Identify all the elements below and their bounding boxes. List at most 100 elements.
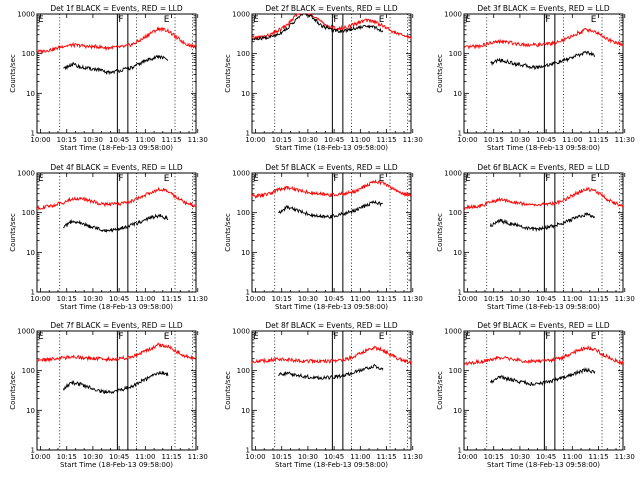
flag-label: E xyxy=(379,332,385,342)
y-tick-label: 10 xyxy=(241,90,250,98)
y-axis-label: Counts/sec xyxy=(9,213,17,252)
y-tick-label: 100 xyxy=(449,50,462,58)
y-tick-label: 100 xyxy=(22,50,35,58)
x-axis-label: Start Time (18-Feb-13 09:58:00) xyxy=(487,461,600,469)
y-tick-label: 1000 xyxy=(232,11,250,19)
lld-series-line xyxy=(36,342,197,363)
flag-label: E xyxy=(164,174,170,184)
flag-label: E xyxy=(164,15,170,25)
x-tick-label: 11:00 xyxy=(135,295,155,303)
x-tick-label: 10:15 xyxy=(484,295,504,303)
x-tick-label: 10:15 xyxy=(484,453,504,461)
y-tick-label: 100 xyxy=(237,367,250,375)
x-tick-label: 10:15 xyxy=(272,136,292,144)
y-tick-label: 1 xyxy=(246,289,250,297)
y-tick-label: 1 xyxy=(458,447,462,455)
panel-title: Det 3f BLACK = Events, RED = LLD xyxy=(477,4,610,13)
x-tick-label: 11:15 xyxy=(161,295,181,303)
x-tick-label: 11:30 xyxy=(615,136,635,144)
y-axis-label: Counts/sec xyxy=(9,371,17,410)
plot-frame xyxy=(251,13,412,134)
flag-label: E xyxy=(591,332,597,342)
y-tick-label: 10 xyxy=(241,407,250,415)
panel-title: Det 6f BLACK = Events, RED = LLD xyxy=(477,163,610,172)
events-series-line xyxy=(251,12,384,41)
y-tick-label: 10 xyxy=(453,249,462,257)
x-tick-label: 10:15 xyxy=(57,136,77,144)
y-tick-label: 1 xyxy=(246,130,250,138)
x-tick-label: 11:30 xyxy=(188,136,208,144)
x-tick-label: 10:00 xyxy=(245,453,265,461)
plot-frame xyxy=(463,330,624,451)
x-tick-label: 10:30 xyxy=(510,136,530,144)
plot-frame xyxy=(36,330,197,451)
x-tick-label: 10:00 xyxy=(457,136,477,144)
flag-label: F xyxy=(545,332,550,342)
flag-label: E xyxy=(253,332,259,342)
x-axis-label: Start Time (18-Feb-13 09:58:00) xyxy=(60,144,173,152)
y-tick-label: 10 xyxy=(26,90,35,98)
x-tick-label: 11:30 xyxy=(403,295,423,303)
lld-series-line xyxy=(463,27,624,50)
x-tick-label: 11:30 xyxy=(403,136,423,144)
events-series-line xyxy=(63,54,169,76)
lld-series-line xyxy=(251,13,412,41)
x-tick-label: 10:30 xyxy=(510,453,530,461)
panel-title: Det 8f BLACK = Events, RED = LLD xyxy=(265,321,398,330)
x-tick-label: 10:15 xyxy=(57,295,77,303)
x-tick-label: 10:30 xyxy=(510,295,530,303)
y-tick-label: 1000 xyxy=(17,11,35,19)
flag-label: F xyxy=(333,15,338,25)
y-axis-label: Counts/sec xyxy=(436,213,444,252)
panel-title: Det 5f BLACK = Events, RED = LLD xyxy=(265,163,398,172)
plot-frame xyxy=(463,172,624,293)
x-tick-label: 11:15 xyxy=(376,136,396,144)
y-tick-label: 10 xyxy=(241,249,250,257)
flag-label: E xyxy=(379,174,385,184)
y-tick-label: 1000 xyxy=(17,328,35,336)
panel-title: Det 2f BLACK = Events, RED = LLD xyxy=(265,4,398,13)
y-tick-label: 1 xyxy=(31,130,35,138)
panel-det-4: Det 4f BLACK = Events, RED = LLD 1 10 100 10… xyxy=(9,163,208,311)
events-series-line xyxy=(62,371,169,395)
y-axis-label: Counts/sec xyxy=(436,54,444,93)
events-series-line xyxy=(278,363,384,381)
y-tick-label: 100 xyxy=(449,209,462,217)
x-tick-label: 11:00 xyxy=(135,136,155,144)
flag-label: E xyxy=(164,332,170,342)
panel-det-5: Det 5f BLACK = Events, RED = LLD 1 10 100 10… xyxy=(224,163,423,311)
x-tick-label: 10:45 xyxy=(536,136,556,144)
x-tick-label: 10:00 xyxy=(30,453,50,461)
x-tick-label: 10:00 xyxy=(457,295,477,303)
y-axis-label: Counts/sec xyxy=(9,54,17,93)
x-axis-label: Start Time (18-Feb-13 09:58:00) xyxy=(60,303,173,311)
x-axis-label: Start Time (18-Feb-13 09:58:00) xyxy=(275,144,388,152)
flag-label: E xyxy=(379,15,385,25)
flag-label: E xyxy=(38,15,44,25)
panel-det-6: Det 6f BLACK = Events, RED = LLD 1 10 100 10… xyxy=(436,163,635,311)
x-axis-label: Start Time (18-Feb-13 09:58:00) xyxy=(60,461,173,469)
x-tick-label: 11:00 xyxy=(350,295,370,303)
plot-frame xyxy=(463,13,624,134)
flag-label: E xyxy=(253,15,259,25)
x-tick-label: 11:30 xyxy=(615,295,635,303)
panel-title: Det 1f BLACK = Events, RED = LLD xyxy=(50,4,183,13)
x-axis-label: Start Time (18-Feb-13 09:58:00) xyxy=(275,461,388,469)
x-tick-label: 11:00 xyxy=(562,136,582,144)
y-tick-label: 10 xyxy=(26,407,35,415)
panel-title: Det 4f BLACK = Events, RED = LLD xyxy=(50,163,183,172)
x-tick-label: 11:15 xyxy=(376,295,396,303)
x-axis-label: Start Time (18-Feb-13 09:58:00) xyxy=(275,303,388,311)
x-tick-label: 10:00 xyxy=(245,295,265,303)
panel-det-9: Det 9f BLACK = Events, RED = LLD 1 10 100 10… xyxy=(436,321,635,469)
y-tick-label: 1 xyxy=(246,447,250,455)
x-tick-label: 11:15 xyxy=(588,136,608,144)
flag-label: E xyxy=(253,174,259,184)
panel-det-3: Det 3f BLACK = Events, RED = LLD 1 10 100 10… xyxy=(436,4,635,152)
events-series-line xyxy=(489,212,596,233)
x-tick-label: 11:15 xyxy=(161,453,181,461)
x-tick-label: 11:00 xyxy=(350,453,370,461)
x-tick-label: 10:15 xyxy=(57,453,77,461)
events-series-line xyxy=(490,50,596,71)
